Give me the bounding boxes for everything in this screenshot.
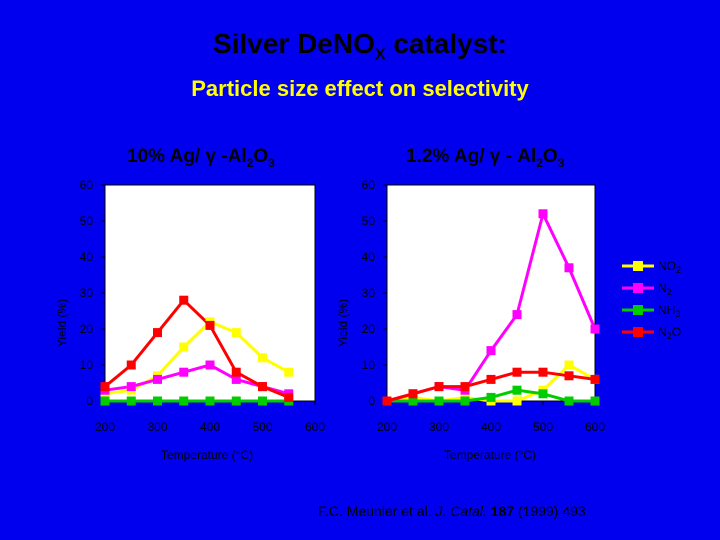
legend-label-N2: N2 xyxy=(658,281,672,297)
legend-marker-NH3 xyxy=(633,305,643,315)
citation: F.C. Meunier et al. J. Catal. 187 (1999)… xyxy=(318,503,586,519)
y-axis-label: Yield (%) xyxy=(336,299,350,347)
data-point-NH3 xyxy=(258,396,267,406)
data-point-NH3 xyxy=(434,396,444,406)
data-point-N2O xyxy=(434,382,444,392)
data-point-NO2 xyxy=(284,367,294,377)
left-chart-title: 10% Ag/ γ -Al2O3 xyxy=(127,146,275,170)
data-point-N2O xyxy=(512,367,522,377)
data-point-N2O xyxy=(179,295,189,305)
data-point-NO2 xyxy=(231,328,241,338)
x-tick-label: 200 xyxy=(95,420,115,434)
data-point-NH3 xyxy=(179,396,189,406)
y-tick-label: 40 xyxy=(362,250,376,264)
data-point-NH3 xyxy=(231,396,241,406)
x-tick-label: 300 xyxy=(429,420,449,434)
data-point-NO2 xyxy=(564,360,574,370)
legend-label-NO2: NO2 xyxy=(658,259,681,275)
data-point-N2O xyxy=(205,320,215,330)
data-point-N2 xyxy=(205,360,215,370)
y-tick-label: 50 xyxy=(80,214,94,228)
data-point-N2O xyxy=(284,392,294,402)
data-point-N2O xyxy=(100,382,110,392)
data-point-N2O xyxy=(590,374,600,384)
data-point-N2 xyxy=(564,263,574,273)
y-tick-label: 0 xyxy=(368,394,375,408)
data-point-N2 xyxy=(126,382,136,392)
data-point-N2 xyxy=(590,324,600,334)
y-tick-label: 20 xyxy=(80,322,94,336)
y-tick-label: 0 xyxy=(86,394,93,408)
data-point-N2 xyxy=(538,209,548,219)
x-tick-label: 600 xyxy=(585,420,605,434)
data-point-N2O xyxy=(258,382,267,392)
x-tick-label: 200 xyxy=(377,420,397,434)
y-tick-label: 50 xyxy=(362,214,376,228)
x-tick-label: 500 xyxy=(252,420,272,434)
data-point-N2O xyxy=(564,371,574,381)
y-tick-label: 10 xyxy=(362,358,376,372)
y-axis-label: Yield (%) xyxy=(55,299,69,347)
data-point-NH3 xyxy=(408,396,418,406)
data-point-N2 xyxy=(153,374,162,384)
data-point-NH3 xyxy=(126,396,136,406)
data-point-NH3 xyxy=(538,389,548,399)
legend-marker-N2O xyxy=(633,327,643,337)
data-point-NO2 xyxy=(512,396,522,406)
slide-title: Silver DeNOX catalyst: xyxy=(213,28,507,64)
x-tick-label: 500 xyxy=(533,420,553,434)
x-tick-label: 400 xyxy=(481,420,501,434)
data-point-NH3 xyxy=(205,396,215,406)
legend-label-NH3: NH3 xyxy=(658,303,680,319)
data-point-NH3 xyxy=(460,396,470,406)
right-chart-title: 1.2% Ag/ γ - Al2O3 xyxy=(406,146,565,170)
data-point-NH3 xyxy=(564,396,574,406)
data-point-N2 xyxy=(486,346,496,356)
y-tick-label: 60 xyxy=(80,178,94,192)
data-point-NH3 xyxy=(153,396,162,406)
data-point-N2O xyxy=(486,374,496,384)
x-tick-label: 300 xyxy=(147,420,167,434)
data-point-N2O xyxy=(153,328,162,338)
data-point-NH3 xyxy=(100,396,110,406)
data-point-NH3 xyxy=(590,396,600,406)
legend-label-N2O: N2O xyxy=(658,325,681,341)
data-point-N2O xyxy=(408,389,418,399)
data-point-NH3 xyxy=(486,392,496,402)
data-point-N2 xyxy=(179,367,189,377)
data-point-N2O xyxy=(231,367,241,377)
data-point-N2O xyxy=(382,396,392,406)
y-tick-label: 30 xyxy=(80,286,94,300)
data-point-N2 xyxy=(512,310,522,320)
y-tick-label: 10 xyxy=(80,358,94,372)
data-point-N2O xyxy=(538,367,548,377)
y-tick-label: 60 xyxy=(362,178,376,192)
x-axis-label: Temperature (°C) xyxy=(444,448,536,462)
data-point-N2O xyxy=(126,360,136,370)
legend-marker-NO2 xyxy=(633,261,643,271)
y-tick-label: 40 xyxy=(80,250,94,264)
data-point-N2O xyxy=(460,382,470,392)
data-point-NO2 xyxy=(258,353,267,363)
x-tick-label: 600 xyxy=(305,420,325,434)
data-point-NO2 xyxy=(179,342,189,352)
x-axis-label: Temperature (°C) xyxy=(161,448,253,462)
x-tick-label: 400 xyxy=(200,420,220,434)
slide-subtitle: Particle size effect on selectivity xyxy=(191,76,529,101)
data-point-NH3 xyxy=(512,385,522,395)
y-tick-label: 30 xyxy=(362,286,376,300)
y-tick-label: 20 xyxy=(362,322,376,336)
data-point-N2 xyxy=(231,374,241,384)
legend-marker-N2 xyxy=(633,283,643,293)
